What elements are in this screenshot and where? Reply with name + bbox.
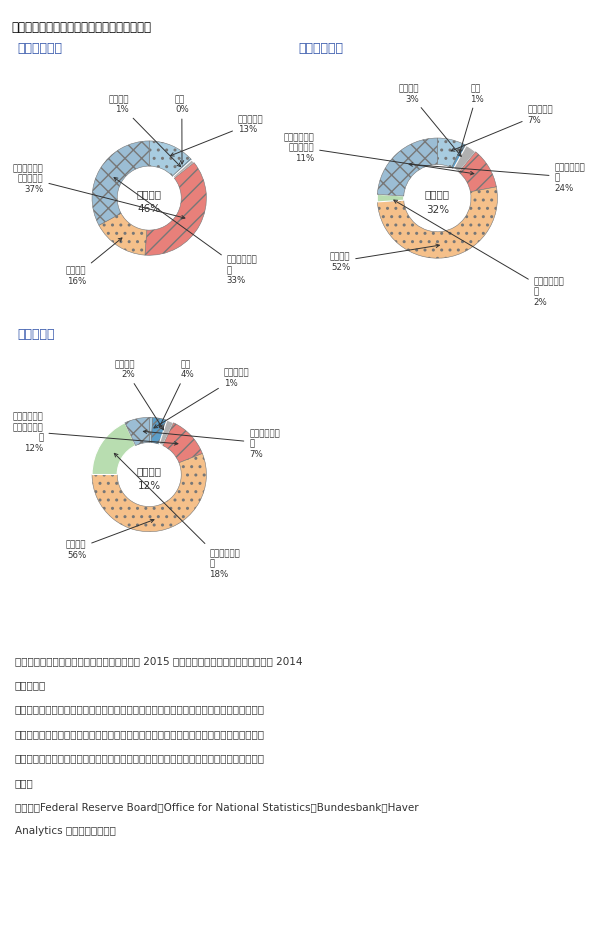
Text: 家計・対家計
非営利団体
37%: 家計・対家計 非営利団体 37% (13, 164, 185, 220)
Text: 保険・年金
7%: 保険・年金 7% (451, 105, 553, 152)
Wedge shape (151, 418, 167, 445)
Text: Analytics より大和総研作成: Analytics より大和総研作成 (15, 826, 116, 836)
Text: 非金融法人企
業
2%: 非金融法人企 業 2% (394, 201, 564, 307)
Text: ＜イギリス＞: ＜イギリス＞ (298, 42, 343, 55)
Wedge shape (173, 161, 194, 179)
Wedge shape (377, 195, 404, 203)
Wedge shape (452, 144, 466, 169)
Wedge shape (99, 214, 147, 256)
Text: 金融機関: 金融機関 (425, 189, 450, 199)
Wedge shape (163, 423, 202, 463)
Text: 家計・対家計
非営利団体
11%: 家計・対家計 非営利団体 11% (284, 133, 474, 176)
Text: 金融機関: 金融機関 (137, 465, 162, 475)
Text: その他金融機
関
7%: その他金融機 関 7% (144, 429, 280, 459)
Text: 保険・年金
1%: 保険・年金 1% (154, 368, 249, 429)
Text: 海外部門
56%: 海外部門 56% (66, 519, 154, 559)
Wedge shape (125, 417, 150, 446)
Wedge shape (378, 187, 498, 259)
Wedge shape (159, 420, 174, 446)
Text: いる。: いる。 (15, 777, 34, 787)
Wedge shape (173, 160, 191, 178)
Text: 銀行
0%: 銀行 0% (175, 95, 189, 165)
Wedge shape (437, 139, 463, 168)
Wedge shape (145, 164, 206, 256)
Text: 金融機関: 金融機関 (137, 189, 162, 199)
Text: 銀行
4%: 銀行 4% (159, 359, 194, 428)
Wedge shape (149, 417, 153, 443)
Wedge shape (92, 454, 206, 533)
Wedge shape (149, 141, 191, 177)
Text: （出所）Federal Reserve Board、Office for National Statistics、Bundesbank、Haver: （出所）Federal Reserve Board、Office for Nat… (15, 801, 418, 812)
Text: 銀行
1%: 銀行 1% (459, 84, 484, 154)
Text: 46%: 46% (138, 204, 161, 214)
Wedge shape (92, 423, 135, 475)
Text: 海外部門
16%: 海外部門 16% (66, 239, 122, 285)
Text: ＜ドイツ＞: ＜ドイツ＞ (18, 328, 55, 341)
Wedge shape (92, 141, 150, 226)
Wedge shape (459, 153, 496, 193)
Text: 図表２：他の先進国の株式の主体別保有比率: 図表２：他の先進国の株式の主体別保有比率 (12, 21, 152, 34)
Text: （注１）保有比率は金額ベース。アメリカは 2015 年３月末時点、イギリス・ドイツは 2014: （注１）保有比率は金額ベース。アメリカは 2015 年３月末時点、イギリス・ドイ… (15, 655, 302, 665)
Text: 32%: 32% (426, 205, 449, 214)
Wedge shape (453, 146, 476, 173)
Text: 政府部門
3%: 政府部門 3% (399, 84, 461, 157)
Text: 海外部門
52%: 海外部門 52% (330, 245, 439, 271)
Text: 政府部門
1%: 政府部門 1% (109, 95, 181, 168)
Text: その他金融機
関
33%: その他金融機 関 33% (114, 179, 257, 285)
Text: 保険・年金
13%: 保険・年金 13% (170, 115, 264, 157)
Text: 年末時点。: 年末時点。 (15, 680, 46, 690)
Text: その他金融機
関
24%: その他金融機 関 24% (409, 163, 585, 193)
Text: 非金融法人企
業
18%: 非金融法人企 業 18% (114, 454, 240, 578)
Wedge shape (378, 139, 437, 197)
Text: 政府部門
2%: 政府部門 2% (115, 359, 164, 431)
Text: るため、企業部門の保有金額が把握できない。そのため、企業部門を除く主体で計算して: るため、企業部門の保有金額が把握できない。そのため、企業部門を除く主体で計算して (15, 753, 265, 763)
Text: た、アメリカの統計では企業部門が保有する株式は同部門の株主資本とネッティングされ: た、アメリカの統計では企業部門が保有する株式は同部門の株主資本とネッティングされ (15, 728, 265, 739)
Text: ＜アメリカ＞: ＜アメリカ＞ (18, 42, 63, 55)
Text: 12%: 12% (138, 480, 161, 490)
Text: 家計・対家計
民間非営利団
体
12%: 家計・対家計 民間非営利団 体 12% (13, 412, 178, 452)
Text: （注２）イギリスとドイツは上場株式の保有比率だが、アメリカは非上場株式を含む。ま: （注２）イギリスとドイツは上場株式の保有比率だが、アメリカは非上場株式を含む。ま (15, 704, 265, 714)
